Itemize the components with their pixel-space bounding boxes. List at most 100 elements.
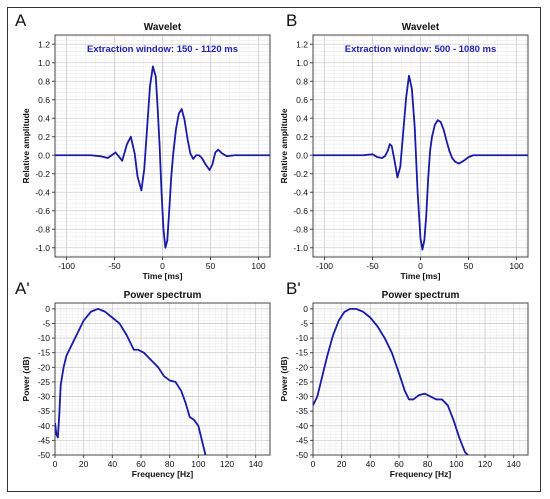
- chart-title: Wavelet: [402, 22, 440, 33]
- x-tick-label: 20: [337, 459, 347, 469]
- x-tick-label: 140: [249, 459, 263, 469]
- panel-letter: B': [286, 279, 301, 298]
- y-tick-label: 0.8: [296, 76, 308, 86]
- y-tick-label: -35: [38, 406, 51, 416]
- y-tick-label: 0: [45, 304, 50, 314]
- x-tick-label: 50: [464, 261, 474, 271]
- x-tick-label: 120: [220, 459, 234, 469]
- y-tick-label: -0.2: [293, 169, 308, 179]
- x-tick-label: 40: [108, 459, 118, 469]
- x-tick-label: -100: [316, 261, 333, 271]
- y-tick-label: -40: [38, 421, 51, 431]
- y-tick-label: 0.4: [38, 113, 50, 123]
- y-tick-label: -45: [38, 435, 51, 445]
- chart-title: Power spectrum: [382, 290, 460, 301]
- panel-1: B Wavelet -100 -50 0 50 100 1.2 1.0 0.8 0.6 0.4 0.2 0…: [279, 11, 529, 281]
- y-tick-label: -50: [296, 450, 309, 460]
- y-tick-label: 0.6: [38, 95, 50, 105]
- y-tick-label: -30: [296, 392, 309, 402]
- extraction-window-annotation: Extraction window: 500 - 1080 ms: [345, 44, 497, 55]
- x-tick-label: 0: [53, 459, 58, 469]
- y-tick-label: -10: [38, 333, 51, 343]
- plot-area: [312, 302, 529, 456]
- plot-area: [54, 302, 271, 456]
- y-tick-label: -20: [38, 362, 51, 372]
- y-tick-label: -50: [38, 450, 51, 460]
- x-tick-label: 120: [478, 459, 492, 469]
- y-axis-label: Relative amplitude: [21, 108, 31, 183]
- extraction-window-annotation: Extraction window: 150 - 1120 ms: [87, 44, 238, 55]
- y-tick-label: -0.6: [35, 206, 50, 216]
- x-tick-label: 50: [206, 261, 216, 271]
- x-tick-label: 100: [449, 459, 463, 469]
- y-axis-label: Power (dB): [21, 356, 31, 401]
- chart-title: Wavelet: [144, 22, 182, 33]
- x-tick-label: 100: [509, 261, 523, 271]
- series-line: [55, 307, 207, 455]
- x-tick-label: 80: [423, 459, 433, 469]
- y-tick-label: -0.6: [293, 206, 308, 216]
- panel-letter: A: [15, 11, 27, 30]
- figure-frame: [7, 7, 541, 492]
- y-axis-label: Relative amplitude: [279, 108, 289, 183]
- y-tick-label: 0.6: [296, 95, 308, 105]
- series-line: [55, 65, 270, 249]
- y-tick-label: -20: [296, 362, 309, 372]
- y-tick-label: -1.0: [293, 243, 308, 253]
- y-tick-label: 0.4: [296, 113, 308, 123]
- x-tick-label: -50: [108, 261, 121, 271]
- y-tick-label: -30: [38, 392, 51, 402]
- panel-3: B' Power spectrum 0 20 40 60 80 100 120 140 0 -5 -10…: [279, 279, 529, 479]
- x-axis-label: Time [ms]: [143, 271, 183, 281]
- x-tick-label: 40: [366, 459, 376, 469]
- y-tick-label: -45: [296, 435, 309, 445]
- y-tick-label: -5: [300, 318, 308, 328]
- y-tick-label: -25: [296, 377, 309, 387]
- x-tick-label: -100: [58, 261, 75, 271]
- x-tick-label: 80: [165, 459, 175, 469]
- y-tick-label: -0.8: [35, 224, 50, 234]
- y-tick-label: -10: [296, 333, 309, 343]
- y-tick-label: -40: [296, 421, 309, 431]
- panel-letter: B: [286, 11, 297, 30]
- y-tick-label: -0.8: [293, 224, 308, 234]
- y-tick-label: -5: [42, 318, 50, 328]
- panel-0: A Wavelet -100 -50 0 50 100 1.2 1.0 0.8 0.6 0.4 0.2 0…: [15, 11, 271, 281]
- x-tick-label: 0: [160, 261, 165, 271]
- y-tick-label: 0.0: [296, 150, 308, 160]
- x-tick-label: 20: [79, 459, 89, 469]
- y-tick-label: -15: [38, 348, 51, 358]
- x-axis-label: Time [ms]: [401, 271, 441, 281]
- y-tick-label: 1.2: [38, 39, 50, 49]
- x-tick-label: 60: [136, 459, 146, 469]
- y-tick-label: 0.2: [38, 132, 50, 142]
- x-tick-label: 0: [311, 459, 316, 469]
- y-tick-label: -35: [296, 406, 309, 416]
- y-tick-label: -0.4: [293, 187, 308, 197]
- y-tick-label: -15: [296, 348, 309, 358]
- y-tick-label: 1.0: [296, 58, 308, 68]
- panel-letter: A': [15, 279, 30, 298]
- series-line: [313, 74, 528, 251]
- x-tick-label: 60: [394, 459, 404, 469]
- x-tick-label: 100: [251, 261, 265, 271]
- y-axis-label: Power (dB): [279, 356, 289, 401]
- y-tick-label: -1.0: [35, 243, 50, 253]
- panel-2: A' Power spectrum 0 20 40 60 80 100 120 140 0 -5 -10…: [15, 279, 271, 479]
- y-tick-label: 0: [303, 304, 308, 314]
- chart-title: Power spectrum: [124, 290, 202, 301]
- x-tick-label: 100: [191, 459, 205, 469]
- y-tick-label: -0.4: [35, 187, 50, 197]
- x-axis-label: Frequency [Hz]: [132, 469, 194, 479]
- x-tick-label: 0: [418, 261, 423, 271]
- y-tick-label: 0.8: [38, 76, 50, 86]
- y-tick-label: 1.2: [296, 39, 308, 49]
- y-tick-label: 0.2: [296, 132, 308, 142]
- y-tick-label: -0.2: [35, 169, 50, 179]
- series-line: [313, 307, 469, 455]
- x-tick-label: -50: [366, 261, 379, 271]
- y-tick-label: 0.0: [38, 150, 50, 160]
- x-axis-label: Frequency [Hz]: [390, 469, 452, 479]
